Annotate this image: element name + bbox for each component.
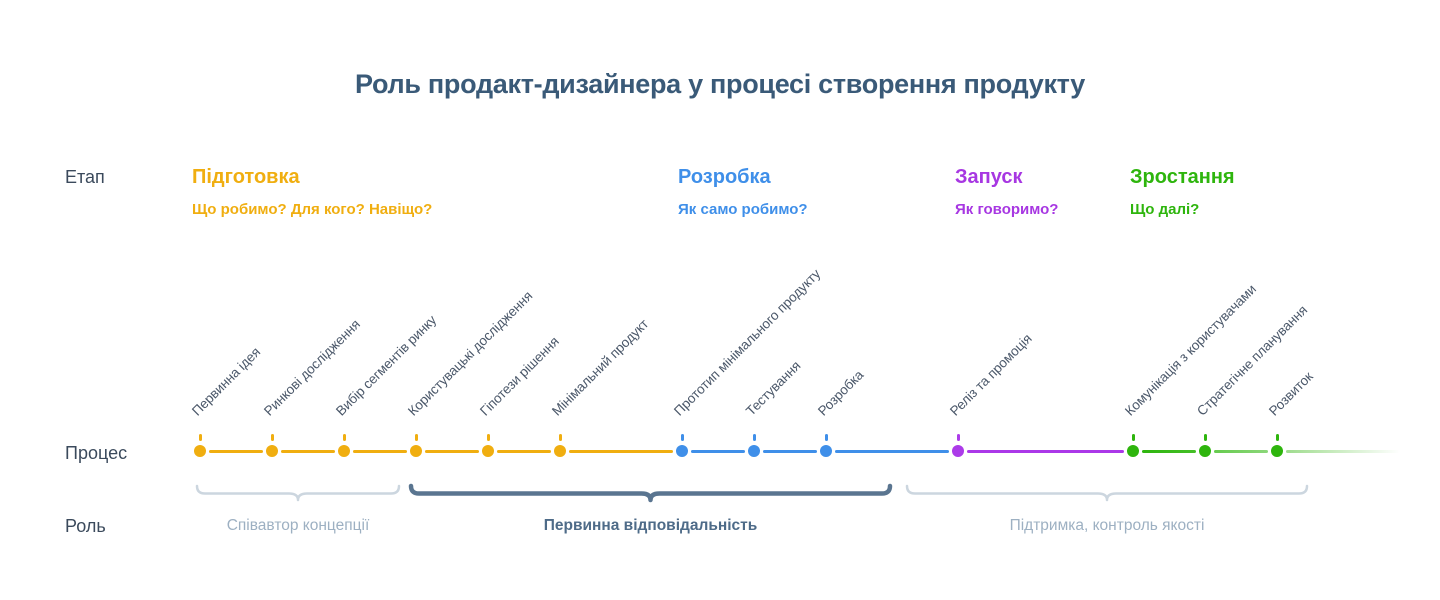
timeline-point-tick — [414, 434, 418, 441]
timeline-segment — [1214, 450, 1268, 453]
timeline-segment — [967, 450, 1124, 453]
role-label: Підтримка, контроль якості — [1009, 517, 1205, 534]
stage-question: Що далі? — [1130, 201, 1200, 218]
timeline-segment — [1142, 450, 1196, 453]
timeline-point-dot — [1271, 445, 1283, 457]
timeline-point-tick — [558, 434, 562, 441]
row-label-role: Роль — [65, 516, 106, 536]
timeline-point-dot — [554, 445, 566, 457]
timeline-point-tick — [1203, 434, 1207, 441]
timeline-point-dot — [676, 445, 688, 457]
timeline-segment — [281, 450, 335, 453]
timeline-point-tick — [270, 434, 274, 441]
role-label: Первинна відповідальність — [543, 517, 758, 534]
timeline-point-dot — [1127, 445, 1139, 457]
timeline-point-label: Розробка — [814, 367, 867, 419]
role-brace — [195, 484, 401, 502]
timeline-point-tick — [956, 434, 960, 441]
timeline-segment — [835, 450, 949, 453]
timeline-point-dot — [338, 445, 350, 457]
timeline-point-dot — [1199, 445, 1211, 457]
timeline-point-label: Прототип мінімального продукту — [670, 266, 824, 419]
timeline-point-label: Реліз та промоція — [946, 330, 1035, 419]
stage-name: Розробка — [678, 166, 771, 188]
stage-name: Запуск — [955, 166, 1023, 188]
timeline-segment — [569, 450, 673, 453]
row-label-process: Процес — [65, 443, 128, 463]
timeline-segment — [353, 450, 407, 453]
role-brace — [905, 484, 1309, 502]
timeline-point-tick — [752, 434, 756, 441]
stage-name: Підготовка — [192, 166, 300, 188]
timeline-point-dot — [748, 445, 760, 457]
timeline-point-tick — [680, 434, 684, 441]
timeline-point-label: Первинна ідея — [188, 344, 264, 419]
timeline-point-label: Розвиток — [1265, 368, 1316, 419]
timeline-point-tick — [1275, 434, 1279, 441]
timeline-segment — [691, 450, 745, 453]
timeline-point-dot — [194, 445, 206, 457]
timeline-point-tick — [198, 434, 202, 441]
timeline-segment — [497, 450, 551, 453]
timeline-point-dot — [952, 445, 964, 457]
timeline-point-dot — [820, 445, 832, 457]
timeline-point-label: Мінімальний продукт — [548, 316, 652, 419]
stage-question: Як говоримо? — [955, 201, 1059, 218]
row-label-stage: Етап — [65, 167, 105, 187]
timeline-point-dot — [410, 445, 422, 457]
timeline-segment — [425, 450, 479, 453]
timeline-fade-tail — [1286, 450, 1400, 453]
stage-question: Що робимо? Для кого? Навіщо? — [192, 201, 433, 218]
stage-name: Зростання — [1130, 166, 1235, 188]
timeline-segment — [209, 450, 263, 453]
timeline-point-tick — [486, 434, 490, 441]
timeline-point-tick — [824, 434, 828, 441]
role-label: Співавтор концепції — [226, 517, 370, 534]
timeline-point-label: Користувацькі дослідження — [404, 288, 536, 419]
timeline-point-tick — [1131, 434, 1135, 441]
page-title: Роль продакт-дизайнера у процесі створен… — [355, 69, 1085, 99]
timeline-point-dot — [482, 445, 494, 457]
timeline-segment — [763, 450, 817, 453]
timeline-point-tick — [342, 434, 346, 441]
timeline-point-label: Тестування — [742, 358, 804, 419]
timeline-point-dot — [266, 445, 278, 457]
stage-question: Як само робимо? — [678, 201, 808, 218]
role-brace — [408, 483, 893, 503]
timeline-point-label: Комунікація з користувачами — [1121, 281, 1260, 419]
